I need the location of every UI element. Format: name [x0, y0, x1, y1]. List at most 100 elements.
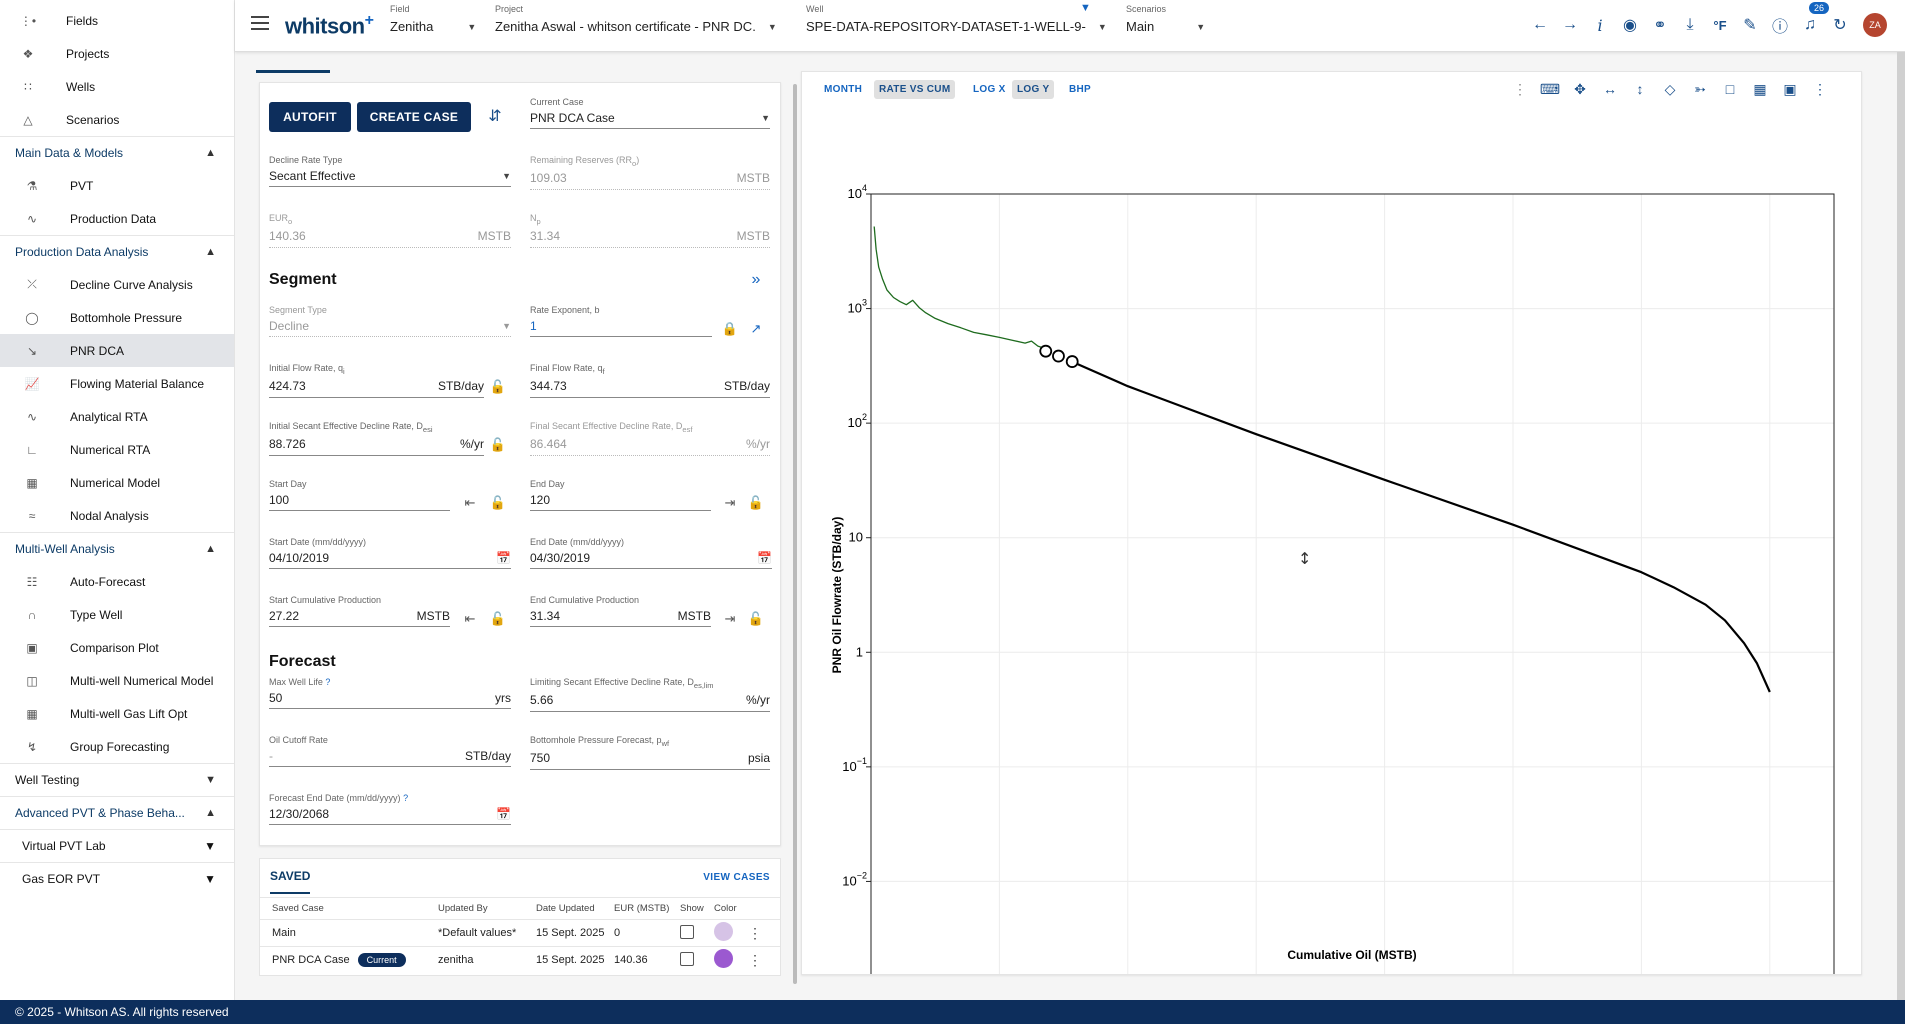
unlock-icon[interactable]: 🔓: [489, 379, 507, 394]
final-flow-rate-field[interactable]: Final Flow Rate, qf 344.73 STB/day: [530, 363, 770, 398]
sidebar-item-mw-numerical[interactable]: ◫ Multi-well Numerical Model: [0, 664, 234, 697]
diamond-select-icon[interactable]: ◇: [1664, 80, 1676, 97]
sidebar-item-pnr-dca[interactable]: ↘ PNR DCA: [0, 334, 234, 367]
end-day-field[interactable]: End Day 120: [530, 479, 711, 511]
tab-bhp[interactable]: BHP: [1069, 84, 1092, 95]
sidebar-item-wells[interactable]: ∷ Wells: [0, 70, 234, 103]
sidebar-item-virtual-pvt[interactable]: Virtual PVT Lab ▼: [0, 829, 234, 862]
tab-log-y[interactable]: LOG Y: [1012, 80, 1055, 99]
more-vert-icon[interactable]: ⋮: [1813, 80, 1827, 97]
decline-rate-type-select[interactable]: Decline Rate Type Secant Effective ▼: [269, 155, 511, 187]
start-day-field[interactable]: Start Day 100: [269, 479, 450, 511]
link-icon[interactable]: ⚭: [1653, 17, 1667, 34]
settings-sliders-icon[interactable]: ⇵: [488, 108, 502, 125]
double-chevron-right-icon[interactable]: »: [751, 271, 761, 288]
sidebar-item-fmb[interactable]: 📈 Flowing Material Balance: [0, 367, 234, 400]
align-start-icon[interactable]: ⇤: [464, 611, 476, 626]
unlock-icon[interactable]: 🔓: [489, 611, 507, 626]
vertical-zoom-icon[interactable]: ↕: [1636, 81, 1644, 97]
sidebar-item-fields[interactable]: ⋮• Fields: [0, 4, 234, 37]
refresh-icon[interactable]: ↻: [1833, 17, 1847, 34]
rate-vs-cum-chart[interactable]: 02040608010012014010410310210110−110−210…: [802, 104, 1861, 974]
tab-month[interactable]: MONTH: [824, 84, 863, 95]
table-row[interactable]: Main *Default values* 15 Sept. 2025 0 ⋮: [260, 919, 780, 946]
unlock-icon[interactable]: 🔓: [489, 437, 507, 452]
calendar-icon[interactable]: 📅: [757, 550, 772, 565]
view-cases-link[interactable]: VIEW CASES: [703, 872, 770, 883]
unlock-icon[interactable]: 🔓: [747, 495, 765, 510]
back-arrow-icon[interactable]: ←: [1532, 16, 1548, 33]
sidebar-item-auto-forecast[interactable]: ☷ Auto-Forecast: [0, 565, 234, 598]
whitson-logo[interactable]: whitson+: [285, 12, 374, 39]
filter-icon[interactable]: ▼: [1080, 2, 1091, 14]
bhp-forecast-field[interactable]: Bottomhole Pressure Forecast, pwf 750 psi…: [530, 735, 770, 770]
tab-rate-vs-cum[interactable]: RATE VS CUM: [874, 80, 956, 99]
help-icon[interactable]: ⓘ: [1771, 19, 1788, 36]
horizontal-zoom-icon[interactable]: ↔: [1603, 81, 1617, 97]
color-swatch[interactable]: [714, 949, 733, 968]
lock-icon[interactable]: 🔒: [721, 321, 739, 336]
limiting-decline-field[interactable]: Limiting Secant Effective Decline Rate, …: [530, 677, 770, 712]
forecast-end-date-field[interactable]: Forecast End Date (mm/dd/yyyy) ? 12/30/2…: [269, 793, 511, 825]
field-select[interactable]: Field Zenitha ▼: [390, 4, 476, 34]
bell-icon[interactable]: ♫ 26: [1795, 2, 1830, 38]
scrollbar[interactable]: [793, 84, 797, 984]
sidebar-item-bhp[interactable]: ◯ Bottomhole Pressure: [0, 301, 234, 334]
menu-icon[interactable]: [251, 16, 269, 30]
align-start-icon[interactable]: ⇤: [464, 495, 476, 510]
help-icon[interactable]: ?: [325, 677, 331, 687]
sidebar-item-gas-eor[interactable]: Gas EOR PVT ▼: [0, 862, 234, 895]
sidebar-item-production-data[interactable]: ∿ Production Data: [0, 202, 234, 235]
scenarios-select[interactable]: Scenarios Main ▼: [1126, 4, 1205, 34]
table-icon[interactable]: ▦: [1753, 80, 1767, 97]
end-cum-field[interactable]: End Cumulative Production 31.34 MSTB: [530, 595, 711, 627]
tab-saved[interactable]: SAVED: [270, 869, 311, 894]
globe-icon[interactable]: ◉: [1623, 17, 1637, 34]
well-select[interactable]: Well SPE-DATA-REPOSITORY-DATASET-1-WELL-…: [806, 4, 1107, 34]
sidebar-item-scenarios[interactable]: △ Scenarios: [0, 103, 234, 136]
calendar-icon[interactable]: 📅: [496, 550, 511, 565]
sidebar-item-projects[interactable]: ❖ Projects: [0, 37, 234, 70]
sidebar-item-numerical-rta[interactable]: ∟ Numerical RTA: [0, 433, 234, 466]
start-date-field[interactable]: Start Date (mm/dd/yyyy) 04/10/2019 📅: [269, 537, 511, 569]
tab-log-x[interactable]: LOG X: [973, 84, 1006, 95]
pan-icon[interactable]: ✥: [1574, 80, 1586, 97]
sidebar-item-dca[interactable]: ⤫ Decline Curve Analysis: [0, 268, 234, 301]
table-row[interactable]: PNR DCA Case Current zenitha 15 Sept. 202…: [260, 946, 780, 973]
feedback-icon[interactable]: ✎: [1743, 17, 1757, 34]
sidebar-item-numerical-model[interactable]: ▦ Numerical Model: [0, 466, 234, 499]
sidebar-item-nodal-analysis[interactable]: ≈ Nodal Analysis: [0, 499, 234, 532]
section-main-data[interactable]: Main Data & Models ▲: [0, 136, 234, 169]
trend-icon[interactable]: ↗: [750, 321, 762, 336]
sidebar-item-mw-gas-lift[interactable]: ▦ Multi-well Gas Lift Opt: [0, 697, 234, 730]
current-case-select[interactable]: Current Case PNR DCA Case ▼: [530, 97, 770, 129]
more-vert-icon[interactable]: ⋮: [748, 951, 762, 968]
autoscale-icon[interactable]: ▣: [1783, 80, 1797, 97]
forward-arrow-icon[interactable]: →: [1562, 16, 1578, 33]
calendar-icon[interactable]: 📅: [496, 806, 511, 821]
help-icon[interactable]: ?: [403, 793, 409, 803]
temperature-unit-icon[interactable]: °F: [1713, 17, 1727, 33]
section-advanced-pvt[interactable]: Advanced PVT & Phase Beha... ▲: [0, 796, 234, 829]
info-icon[interactable]: i: [1597, 15, 1603, 35]
section-multi-well[interactable]: Multi-Well Analysis ▲: [0, 532, 234, 565]
lasso-icon[interactable]: ➳: [1694, 80, 1706, 97]
section-pda[interactable]: Production Data Analysis ▲: [0, 235, 234, 268]
show-checkbox[interactable]: [680, 951, 694, 966]
oil-cutoff-field[interactable]: Oil Cutoff Rate - STB/day: [269, 735, 511, 767]
create-case-button[interactable]: CREATE CASE: [357, 102, 471, 132]
section-well-testing[interactable]: Well Testing ▼: [0, 763, 234, 796]
more-vert-icon[interactable]: ⋮: [748, 924, 762, 941]
sidebar-item-group-forecasting[interactable]: ↯ Group Forecasting: [0, 730, 234, 763]
sidebar-item-pvt[interactable]: ⚗ PVT: [0, 169, 234, 202]
initial-flow-rate-field[interactable]: Initial Flow Rate, qi 424.73 STB/day: [269, 363, 484, 398]
rate-exponent-field[interactable]: Rate Exponent, b 1: [530, 305, 712, 337]
project-select[interactable]: Project Zenitha Aswal - whitson certific…: [495, 4, 777, 34]
annotation-icon[interactable]: □: [1725, 81, 1735, 97]
color-swatch[interactable]: [714, 922, 733, 941]
end-date-field[interactable]: End Date (mm/dd/yyyy) 04/30/2019 📅: [530, 537, 772, 569]
sidebar-item-comparison-plot[interactable]: ▣ Comparison Plot: [0, 631, 234, 664]
avatar[interactable]: ZA: [1863, 13, 1887, 37]
sidebar-item-type-well[interactable]: ∩ Type Well: [0, 598, 234, 631]
autofit-button[interactable]: AUTOFIT: [269, 102, 351, 132]
